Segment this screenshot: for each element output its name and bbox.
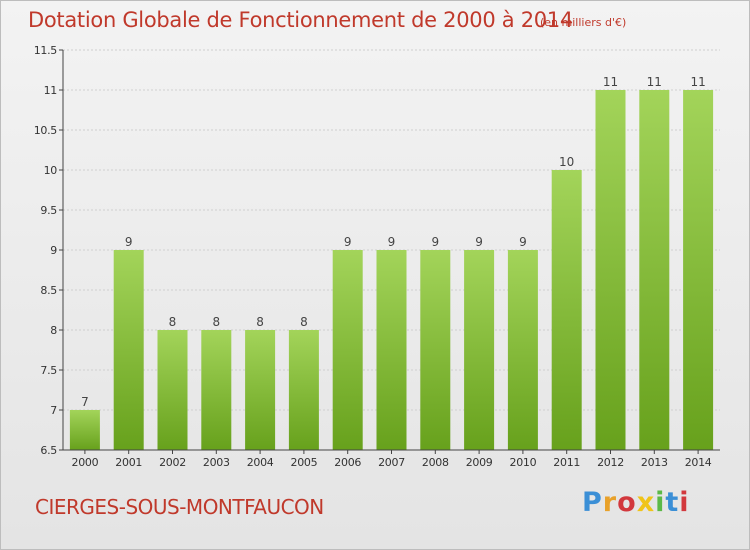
- logo-letter: i: [679, 487, 690, 518]
- data-label: 9: [519, 235, 527, 249]
- x-tick-label: 2007: [378, 456, 405, 469]
- data-label: 9: [344, 235, 352, 249]
- data-label: 9: [388, 235, 396, 249]
- bars: [69, 90, 714, 450]
- y-tick-label: 10.5: [34, 124, 58, 137]
- bar-2003: [201, 330, 232, 450]
- y-tick-label: 11: [44, 84, 57, 97]
- x-tick-label: 2000: [72, 456, 99, 469]
- bar-2010: [507, 250, 538, 450]
- bar-2000: [69, 410, 100, 450]
- bar-2005: [288, 330, 319, 450]
- bar-2001: [113, 250, 144, 450]
- x-tick-label: 2006: [334, 456, 361, 469]
- x-tick-label: 2002: [159, 456, 186, 469]
- x-tick-label: 2013: [641, 456, 668, 469]
- logo-letter: o: [617, 487, 637, 518]
- logo-letter: i: [655, 487, 666, 518]
- commune-name: CIERGES-SOUS-MONTFAUCON: [35, 495, 324, 519]
- y-tick-label: 8: [50, 324, 57, 337]
- x-tick-label: 2011: [553, 456, 580, 469]
- bar-2013: [639, 90, 670, 450]
- chart-unit-label: (en milliers d'€): [540, 16, 627, 29]
- bar-2008: [420, 250, 451, 450]
- x-tick-label: 2003: [203, 456, 230, 469]
- bar-2012: [595, 90, 626, 450]
- y-tick-label: 7: [50, 404, 57, 417]
- x-tick-label: 2004: [247, 456, 274, 469]
- logo-letter: r: [602, 487, 618, 518]
- data-label: 9: [475, 235, 483, 249]
- bar-2007: [376, 250, 407, 450]
- x-tick-label: 2005: [291, 456, 318, 469]
- logo-letter: t: [665, 487, 680, 518]
- y-tick-label: 9: [50, 244, 57, 257]
- chart-title: Dotation Globale de Fonctionnement de 20…: [28, 8, 573, 32]
- y-tick-label: 8.5: [40, 284, 57, 297]
- bar-2002: [157, 330, 188, 450]
- data-label: 10: [559, 155, 574, 169]
- data-label: 11: [603, 75, 618, 89]
- data-label: 8: [256, 315, 264, 329]
- x-tick-label: 2001: [115, 456, 142, 469]
- bar-2011: [551, 170, 582, 450]
- x-tick-label: 2009: [466, 456, 493, 469]
- bar-2006: [332, 250, 363, 450]
- labels: 6.5 7 7.5 8 8.5 9 9.5 10 10.5 11 11.5 7 2000 9 2001 8 20…: [34, 44, 712, 469]
- data-label: 9: [431, 235, 439, 249]
- logo-letter: P: [582, 487, 603, 518]
- data-label: 8: [300, 315, 308, 329]
- y-tick-label: 6.5: [40, 444, 57, 457]
- bar-2014: [683, 90, 714, 450]
- bar-2004: [245, 330, 276, 450]
- bar-2009: [464, 250, 495, 450]
- y-tick-label: 10: [44, 164, 58, 177]
- proxiti-logo: Proxiti: [582, 487, 690, 518]
- data-label: 11: [647, 75, 662, 89]
- x-tick-label: 2010: [510, 456, 537, 469]
- x-tick-label: 2008: [422, 456, 449, 469]
- data-label: 8: [212, 315, 220, 329]
- y-tick-label: 9.5: [40, 204, 57, 217]
- x-tick-label: 2012: [597, 456, 624, 469]
- x-tick-label: 2014: [685, 456, 712, 469]
- logo-letter: x: [636, 487, 656, 518]
- data-label: 8: [169, 315, 177, 329]
- data-label: 11: [690, 75, 705, 89]
- y-tick-label: 11.5: [34, 44, 58, 57]
- data-label: 7: [81, 395, 89, 409]
- y-tick-label: 7.5: [40, 364, 57, 377]
- axes: [59, 49, 720, 454]
- data-label: 9: [125, 235, 133, 249]
